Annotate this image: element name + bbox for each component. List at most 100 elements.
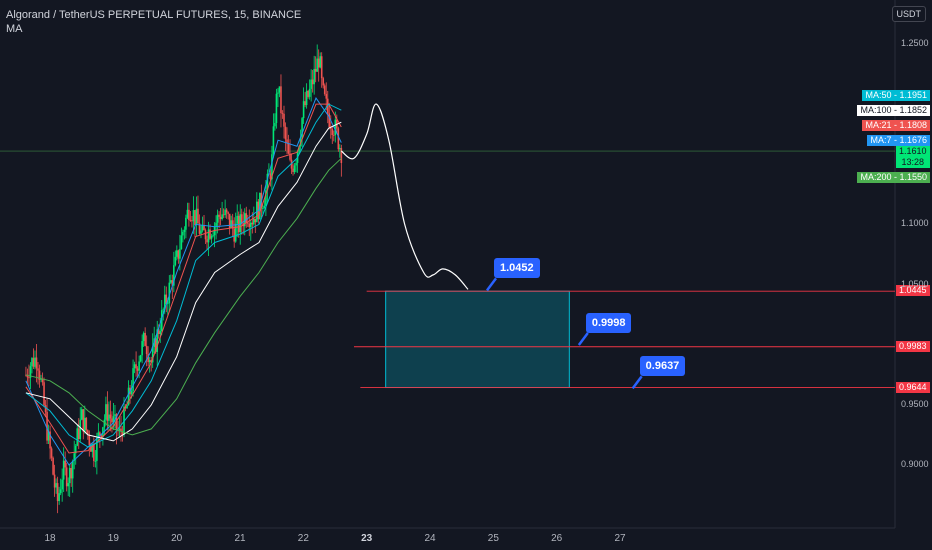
candle-body (83, 417, 86, 432)
candle-body (94, 460, 97, 462)
candle-body (85, 417, 88, 431)
level-price-tag: 0.9644 (896, 381, 930, 393)
candle-body (240, 214, 243, 224)
currency-button[interactable]: USDT (891, 6, 926, 22)
candle-body (168, 282, 171, 304)
candle-body (76, 428, 79, 446)
candle-body (228, 213, 231, 229)
x-tick-label: 22 (297, 533, 309, 544)
candle-body (323, 85, 326, 95)
candle-body (292, 168, 294, 172)
candle-body (206, 239, 208, 243)
candle-body (144, 332, 146, 346)
y-tick-label: 0.9500 (901, 398, 929, 409)
candle-body (230, 220, 232, 229)
candle-body (272, 126, 275, 155)
price-callout[interactable]: 0.9637 (639, 356, 686, 377)
candle-body (195, 208, 198, 226)
candle-body (147, 353, 149, 363)
candle-body (46, 411, 48, 441)
candle-body (293, 165, 296, 172)
candle-body (31, 358, 33, 367)
x-tick-label: 26 (551, 533, 563, 544)
candle-body (93, 444, 95, 461)
candle-body (100, 435, 103, 437)
candle-body (314, 68, 317, 72)
candle-body (337, 128, 340, 150)
candle-body (316, 58, 318, 72)
candle-body (32, 358, 35, 367)
candle-body (307, 90, 309, 97)
candle-body (47, 431, 50, 441)
candle-body (71, 460, 74, 479)
candle-body (239, 214, 242, 233)
candle-body (73, 453, 76, 461)
candle-body (225, 209, 228, 213)
candle-body (266, 173, 269, 191)
candle-body (91, 444, 94, 452)
candle-body (55, 483, 57, 488)
candle-body (186, 209, 189, 218)
candle-body (179, 249, 181, 259)
candle-body (301, 118, 303, 139)
candle-body (207, 229, 210, 243)
candle-body (133, 364, 136, 369)
ma-value-tag: MA:21 - 1.1808 (862, 120, 930, 131)
x-tick-label: 27 (614, 533, 626, 544)
candle-body (160, 310, 163, 332)
candle-body (224, 209, 226, 215)
indicator-label[interactable]: MA (6, 23, 23, 35)
x-tick-label: 18 (44, 533, 56, 544)
candle-body (171, 280, 174, 286)
callout-pointer (631, 375, 643, 390)
candle-body (142, 332, 145, 342)
candle-body (191, 220, 193, 222)
candle-body (209, 229, 211, 239)
candle-body (145, 345, 148, 354)
candle-body (245, 213, 248, 223)
candle-body (96, 437, 98, 461)
candle-body (49, 431, 51, 449)
candle-body (231, 220, 234, 229)
candle-body (304, 101, 306, 106)
candle-body (29, 366, 32, 378)
candle-body (163, 294, 166, 310)
candle-body (56, 483, 59, 502)
candle-body (35, 357, 38, 369)
candle-body (212, 235, 214, 237)
candle-body (136, 368, 139, 371)
candle-body (198, 223, 201, 234)
price-callout[interactable]: 1.0452 (494, 258, 540, 279)
candle-body (97, 432, 100, 438)
candle-body (320, 56, 323, 79)
candle-body (222, 214, 225, 216)
candle-body (50, 448, 53, 458)
candle-body (80, 409, 83, 420)
x-tick-label: 20 (171, 533, 183, 544)
symbol-title[interactable]: Algorand / TetherUS PERPETUAL FUTURES, 1… (6, 9, 302, 21)
candle-body (34, 357, 36, 367)
x-tick-label: 24 (424, 533, 436, 544)
x-tick-label: 19 (107, 533, 119, 544)
candle-body (138, 361, 140, 371)
candle-body (183, 229, 186, 232)
candle-body (246, 222, 249, 224)
candle-body (156, 329, 159, 352)
ma-line-ma50 (25, 103, 342, 448)
candle-body (289, 153, 291, 160)
candle-body (310, 79, 312, 89)
candle-body (127, 387, 130, 406)
candle-body (77, 428, 80, 440)
price-callout[interactable]: 0.9998 (585, 312, 632, 333)
candle-body (281, 113, 284, 114)
candle-body (269, 173, 272, 180)
candle-body (325, 94, 328, 99)
candle-body (61, 479, 63, 490)
candle-body (200, 230, 202, 234)
callout-pointer (577, 332, 589, 346)
candle-body (275, 93, 278, 124)
ma-line-ma21 (25, 103, 342, 454)
candle-body (248, 223, 251, 228)
candle-body (28, 377, 30, 379)
